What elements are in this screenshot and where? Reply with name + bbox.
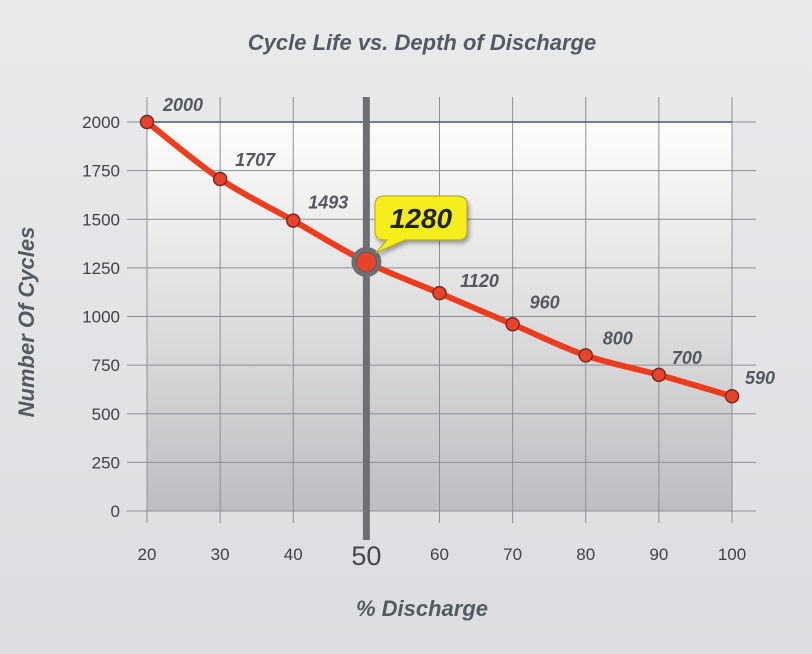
callout-bubble [374, 195, 468, 254]
chart-title: Cycle Life vs. Depth of Discharge [248, 30, 596, 55]
grid-lines [127, 97, 756, 523]
data-point [651, 367, 667, 383]
y-tick-label: 0 [111, 502, 120, 521]
y-tick-label: 500 [92, 405, 120, 424]
callout-label: 1280 [390, 203, 453, 234]
x-tick-label: 50 [351, 541, 381, 571]
y-tick-label: 1750 [82, 162, 120, 181]
data-label: 1707 [235, 150, 276, 170]
data-label: 800 [603, 328, 633, 348]
x-tick-label: 30 [211, 545, 230, 564]
data-label: 590 [745, 368, 775, 388]
x-tick-label: 90 [649, 545, 668, 564]
x-tick-label: 70 [503, 545, 522, 564]
y-tick-label: 1500 [82, 210, 120, 229]
y-tick-label: 2000 [82, 113, 120, 132]
data-label: 1493 [308, 193, 348, 213]
data-point [212, 171, 228, 187]
y-tick-label: 750 [92, 356, 120, 375]
x-axis-title: % Discharge [356, 596, 488, 621]
data-point [578, 348, 593, 363]
y-tick-label: 250 [92, 453, 120, 472]
data-label: 960 [530, 292, 560, 312]
x-tick-label: 80 [576, 545, 595, 564]
x-tick-label: 40 [284, 545, 303, 564]
highlight-point [355, 251, 377, 273]
data-point [139, 114, 155, 130]
y-axis-title: Number Of Cycles [14, 227, 39, 418]
x-axis-ticks: 20 30 40 50 60 70 80 90 100 [138, 541, 747, 571]
data-label: 1120 [460, 271, 499, 291]
highlight-callout: 1280 [374, 195, 468, 254]
y-axis-ticks: 0 250 500 750 1000 1250 1500 1750 2000 [82, 113, 120, 521]
data-label: 2000 [162, 95, 203, 115]
data-label: 700 [672, 348, 702, 368]
x-tick-label: 60 [430, 545, 449, 564]
data-point [286, 213, 301, 228]
data-points [139, 114, 740, 404]
data-point [724, 388, 740, 404]
y-tick-label: 1000 [82, 308, 120, 327]
y-tick-label: 1250 [82, 259, 120, 278]
x-tick-label: 100 [718, 545, 746, 564]
data-point [505, 317, 520, 332]
x-tick-label: 20 [138, 545, 157, 564]
data-point [432, 285, 447, 301]
data-labels: 2000 1707 1493 1120 960 800 700 590 [162, 95, 775, 388]
